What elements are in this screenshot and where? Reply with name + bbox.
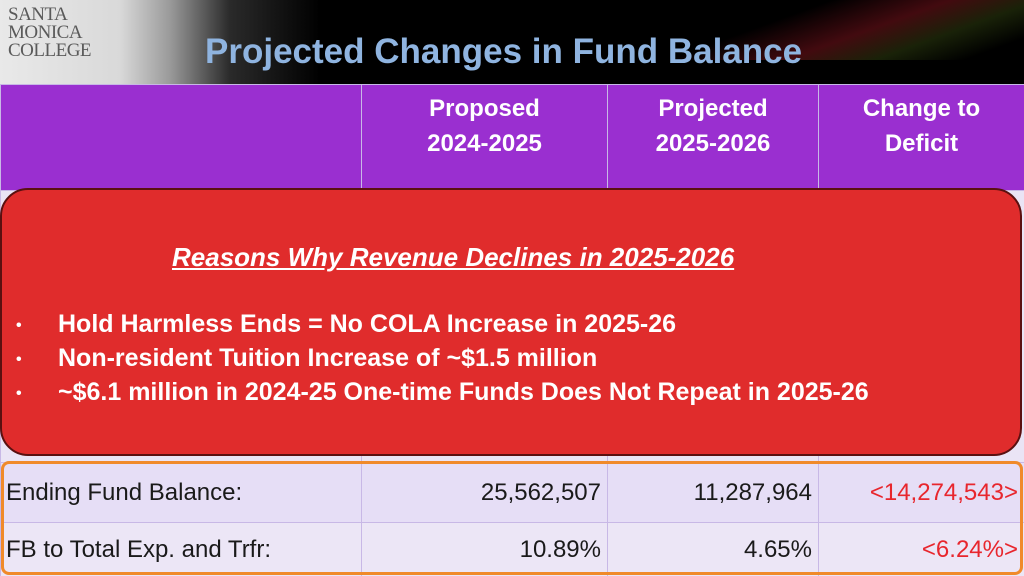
bullet-text: ~$6.1 million in 2024-25 One-time Funds … — [58, 377, 869, 406]
list-item: • ~$6.1 million in 2024-25 One-time Funds… — [16, 376, 869, 410]
row-label: Ending Fund Balance: — [0, 462, 362, 523]
table-row: Ending Fund Balance: 25,562,507 11,287,9… — [0, 462, 1024, 523]
header-change-line1: Change to — [862, 95, 981, 122]
bullet-text: Non-resident Tuition Increase of ~$1.5 m… — [58, 343, 598, 372]
logo-line-1: SANTA — [8, 4, 68, 25]
row-value-change: <6.24%> — [818, 522, 1024, 576]
college-logo: SANTA MONICA COLLEGE — [8, 4, 92, 76]
header-projected-line2: 2025-2026 — [655, 130, 771, 157]
bullet-icon: • — [16, 384, 22, 402]
header-projected-line1: Projected — [658, 95, 768, 122]
bullet-text: Hold Harmless Ends = No COLA Increase in… — [58, 310, 677, 338]
slide-header: SANTA MONICA COLLEGE Projected Changes i… — [0, 0, 1024, 84]
header-cell-proposed: Proposed 2024-2025 — [361, 84, 608, 191]
logo-line-3: COLLEGE — [8, 40, 92, 61]
row-value-proposed: 25,562,507 — [361, 462, 608, 523]
reasons-list: • Hold Harmless Ends = No COLA Increase i… — [16, 308, 869, 410]
row-value-projected: 4.65% — [607, 522, 819, 576]
header-cell-empty — [0, 84, 362, 191]
callout-title: Reasons Why Revenue Declines in 2025-202… — [172, 242, 735, 272]
list-item: • Non-resident Tuition Increase of ~$1.5 … — [16, 342, 869, 376]
bullet-icon: • — [16, 350, 22, 368]
logo-line-2: MONICA — [8, 22, 83, 43]
row-value-change: <14,274,543> — [818, 462, 1024, 523]
header-cell-projected: Projected 2025-2026 — [607, 84, 819, 191]
slide-title: Projected Changes in Fund Balance — [205, 32, 803, 71]
table-header-row: Proposed 2024-2025 Projected 2025-2026 C… — [0, 84, 1024, 191]
list-item: • Hold Harmless Ends = No COLA Increase i… — [16, 308, 869, 342]
row-value-projected: 11,287,964 — [607, 462, 819, 523]
reasons-callout: Reasons Why Revenue Declines in 2025-202… — [0, 188, 1022, 456]
header-change-line2: Deficit — [884, 130, 959, 157]
header-proposed-line1: Proposed — [429, 95, 540, 122]
row-label: FB to Total Exp. and Trfr: — [0, 522, 362, 576]
row-value-proposed: 10.89% — [361, 522, 608, 576]
decorative-swoosh — [594, 0, 1024, 60]
header-proposed-line2: 2024-2025 — [427, 130, 542, 157]
header-cell-change: Change to Deficit — [818, 84, 1024, 191]
table-row: FB to Total Exp. and Trfr: 10.89% 4.65% … — [0, 522, 1024, 576]
bullet-icon: • — [16, 316, 22, 334]
